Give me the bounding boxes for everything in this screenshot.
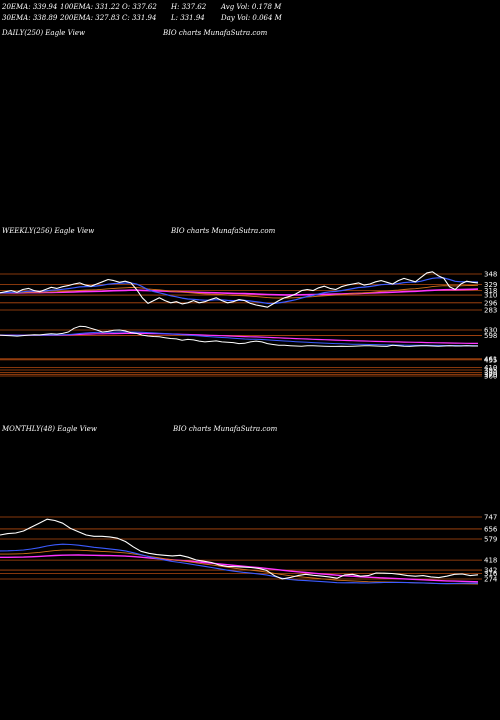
weekly-price-level-label: 296 <box>484 299 498 307</box>
monthly-ema-magenta <box>0 554 479 583</box>
weekly-panel-label: WEEKLY(256) Eagle View <box>2 227 95 235</box>
weekly-price-level-label: 283 <box>484 307 497 315</box>
stats-header: 20EMA: 339.94 100EMA: 331.22 O: 337.62 H: 3… <box>2 2 311 24</box>
monthly-price-level-label: 342 <box>484 567 497 575</box>
weekly-volume-level-label: 370 <box>484 371 497 379</box>
stats-row-1: 20EMA: 339.94 100EMA: 331.22 O: 337.62 H: 3… <box>2 2 311 13</box>
monthly-price-line <box>0 518 479 580</box>
daily-panel-source: BIO charts MunafaSutra.com <box>163 29 268 37</box>
monthly-price-level-label: 418 <box>484 557 497 565</box>
ema20-value: 20EMA: 339.94 <box>2 3 58 11</box>
weekly-volume-level-label: 455 <box>484 356 497 364</box>
weekly-price-level-label: 318 <box>484 287 497 295</box>
open-value: O: 337.62 <box>122 3 157 11</box>
weekly-volume-level-label: 380 <box>484 369 497 377</box>
weekly-volume-ema-magenta <box>0 332 478 344</box>
ema200-value: 200EMA: 327.83 <box>60 14 120 22</box>
weekly-volume-line <box>0 325 478 347</box>
daily-panel-label: DAILY(250) Eagle View <box>2 29 85 37</box>
weekly-ema-magenta <box>0 288 479 296</box>
weekly-volume-level-label: 360 <box>484 373 497 381</box>
weekly-price-level-label: 329 <box>484 281 497 289</box>
weekly-volume-level-label: 630 <box>484 327 497 335</box>
avg-vol-value: Avg Vol: 0.178 M <box>221 3 282 11</box>
monthly-panel-source: BIO charts MunafaSutra.com <box>173 425 278 433</box>
weekly-volume-ema-blue <box>0 331 479 347</box>
monthly-price-level-label: 316 <box>484 570 498 578</box>
monthly-price-level-label: 747 <box>484 514 497 522</box>
weekly-volume-level-label: 461 <box>484 355 497 363</box>
close-value: C: 331.94 <box>122 14 157 22</box>
weekly-price-line <box>0 271 479 308</box>
weekly-panel-source: BIO charts MunafaSutra.com <box>171 227 276 235</box>
monthly-price-level-label: 656 <box>484 525 498 533</box>
high-value: H: 337.62 <box>171 3 207 11</box>
weekly-volume-level-label: 395 <box>484 367 497 375</box>
low-value: L: 331.94 <box>171 14 205 22</box>
ema100-value: 100EMA: 331.22 <box>60 3 120 11</box>
monthly-price-level-label: 579 <box>484 536 497 544</box>
weekly-ema-orange <box>0 284 479 299</box>
monthly-price-level-label: 274 <box>484 576 498 584</box>
weekly-volume-level-label: 410 <box>484 364 497 372</box>
stats-row-2: 30EMA: 338.89 200EMA: 327.83 C: 331.94 L: 3… <box>2 13 311 24</box>
weekly-price-level-label: 348 <box>484 271 497 279</box>
monthly-ema-blue <box>0 543 478 585</box>
weekly-volume-level-label: 598 <box>484 332 497 340</box>
ema30-value: 30EMA: 338.89 <box>2 14 58 22</box>
day-vol-value: Day Vol: 0.064 M <box>221 14 282 22</box>
weekly-ema-blue <box>0 277 479 305</box>
monthly-panel-label: MONTHLY(48) Eagle View <box>2 425 97 433</box>
weekly-price-level-label: 310 <box>484 292 497 300</box>
